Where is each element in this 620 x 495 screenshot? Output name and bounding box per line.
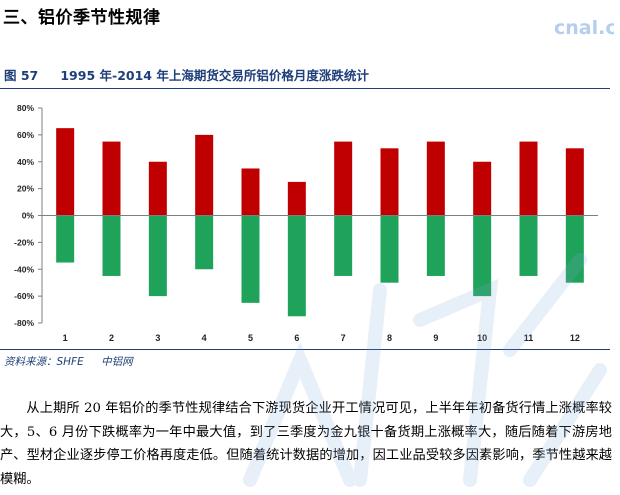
y-tick-label: -20%: [14, 237, 34, 247]
rise-bar: [473, 161, 492, 216]
y-tick-label: 60%: [17, 130, 34, 140]
rise-bar: [334, 141, 353, 216]
y-tick-label: -80%: [14, 318, 34, 328]
body-paragraph: 从上期所 20 年铝价的季节性规律结合下游现货企业开工情况可见，上半年年初备货行…: [0, 401, 612, 487]
caption-rule: [0, 88, 610, 89]
watermark-logo: cnal.com: [554, 17, 614, 39]
fall-bar: [473, 215, 492, 297]
fall-bar: [148, 215, 167, 297]
x-tick-label: 11: [524, 333, 534, 343]
figure-number: 图 57: [4, 68, 39, 83]
figure-caption: 图 57 1995 年-2014 年上海期货交易所铝价格月度涨跌统计: [0, 65, 610, 84]
fall-bar: [102, 215, 121, 276]
rise-bar: [426, 141, 445, 216]
fall-bar: [56, 215, 75, 263]
source-label: 资料来源：SHFE: [4, 356, 84, 368]
x-tick-label: 6: [294, 333, 299, 343]
x-tick-label: 1: [63, 333, 68, 343]
fall-bar: [241, 215, 260, 303]
rise-bar: [102, 141, 121, 216]
rise-bar: [56, 128, 75, 216]
y-tick-label: -60%: [14, 291, 34, 301]
figure-title: 1995 年-2014 年上海期货交易所铝价格月度涨跌统计: [60, 68, 369, 83]
rise-bar: [519, 141, 538, 216]
x-tick-label: 10: [477, 333, 487, 343]
y-tick-label: -40%: [14, 264, 34, 274]
x-tick-label: 8: [387, 333, 392, 343]
section-title: 三、铝价季节性规律: [3, 8, 161, 28]
y-tick-label: 80%: [17, 103, 34, 113]
source-line: 资料来源：SHFE 中铝网: [4, 354, 147, 369]
y-tick-label: 0%: [22, 211, 35, 221]
rise-bar: [195, 134, 214, 216]
x-tick-label: 12: [570, 333, 580, 343]
x-tick-label: 4: [202, 333, 207, 343]
x-tick-label: 3: [155, 333, 160, 343]
y-tick-label: 40%: [17, 157, 34, 167]
source-rule: [0, 349, 610, 350]
watermark-text: cnal.com: [554, 17, 614, 39]
fall-bar: [519, 215, 538, 276]
rise-bar: [241, 168, 260, 216]
y-tick-label: 20%: [17, 184, 34, 194]
rise-bar: [287, 181, 306, 216]
fall-bar: [380, 215, 399, 283]
fall-bar: [426, 215, 445, 276]
x-tick-label: 7: [341, 333, 346, 343]
fall-bar: [334, 215, 353, 276]
source-org: 中铝网: [101, 356, 133, 368]
x-tick-label: 5: [248, 333, 253, 343]
x-tick-label: 2: [109, 333, 114, 343]
rise-bar: [148, 161, 167, 216]
fall-bar: [565, 215, 584, 283]
fall-bar: [287, 215, 306, 317]
rise-bar: [380, 148, 399, 216]
x-tick-label: 9: [433, 333, 438, 343]
rise-bar: [565, 148, 584, 216]
bar-chart: 80%60%40%20%0%-20%-40%-60%-80%1 2 3 4 5 6 7 8 9 1…: [14, 103, 598, 343]
fall-bar: [195, 215, 214, 270]
